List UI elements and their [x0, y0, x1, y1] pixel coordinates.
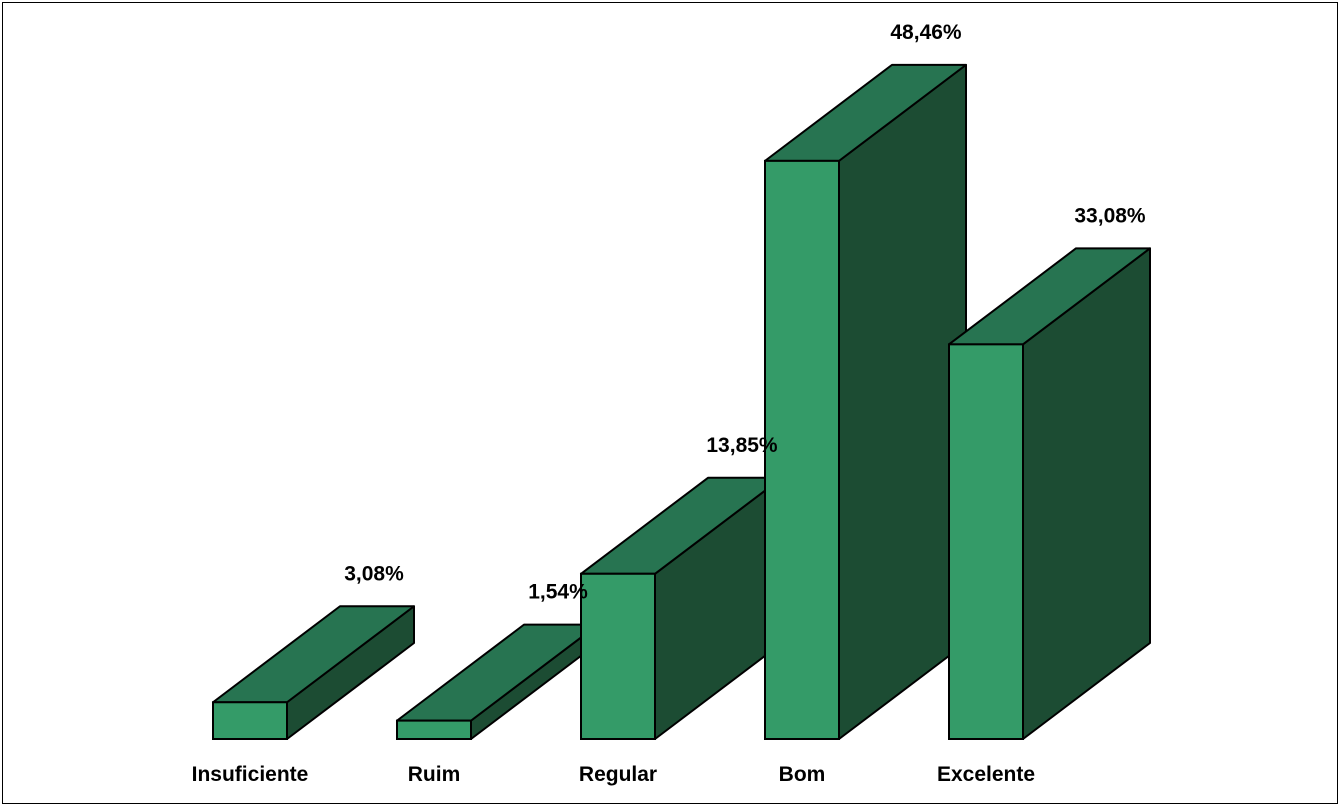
value-labels-group: 3,08% 1,54% 13,85% 48,46% 33,08%	[344, 21, 1146, 604]
category-labels-group: Insuficiente Ruim Regular Bom Excelente	[192, 763, 1035, 786]
bar-excelente	[948, 247, 1151, 740]
category-label-excelente: Excelente	[937, 763, 1035, 786]
bar-front-regular	[580, 572, 656, 740]
value-label-bom: 48,46%	[890, 21, 962, 44]
bar-front-bom	[764, 159, 840, 740]
bar-ruim	[396, 623, 599, 741]
value-label-ruim: 1,54%	[528, 581, 588, 604]
bars-group	[212, 63, 1151, 741]
bar-side-bom	[838, 63, 967, 740]
bar-front-insuficiente	[212, 701, 288, 741]
value-label-excelente: 33,08%	[1074, 204, 1146, 227]
value-label-regular: 13,85%	[706, 434, 778, 457]
category-label-ruim: Ruim	[408, 763, 461, 786]
bar-front-ruim	[396, 719, 472, 741]
bar-insuficiente	[212, 605, 415, 741]
category-label-insuficiente: Insuficiente	[192, 763, 309, 786]
bar-front-excelente	[948, 343, 1024, 740]
value-label-insuficiente: 3,08%	[344, 562, 404, 585]
category-label-bom: Bom	[779, 763, 826, 786]
category-label-regular: Regular	[579, 763, 657, 786]
bar-regular	[580, 476, 783, 740]
bar-bom	[764, 63, 967, 740]
